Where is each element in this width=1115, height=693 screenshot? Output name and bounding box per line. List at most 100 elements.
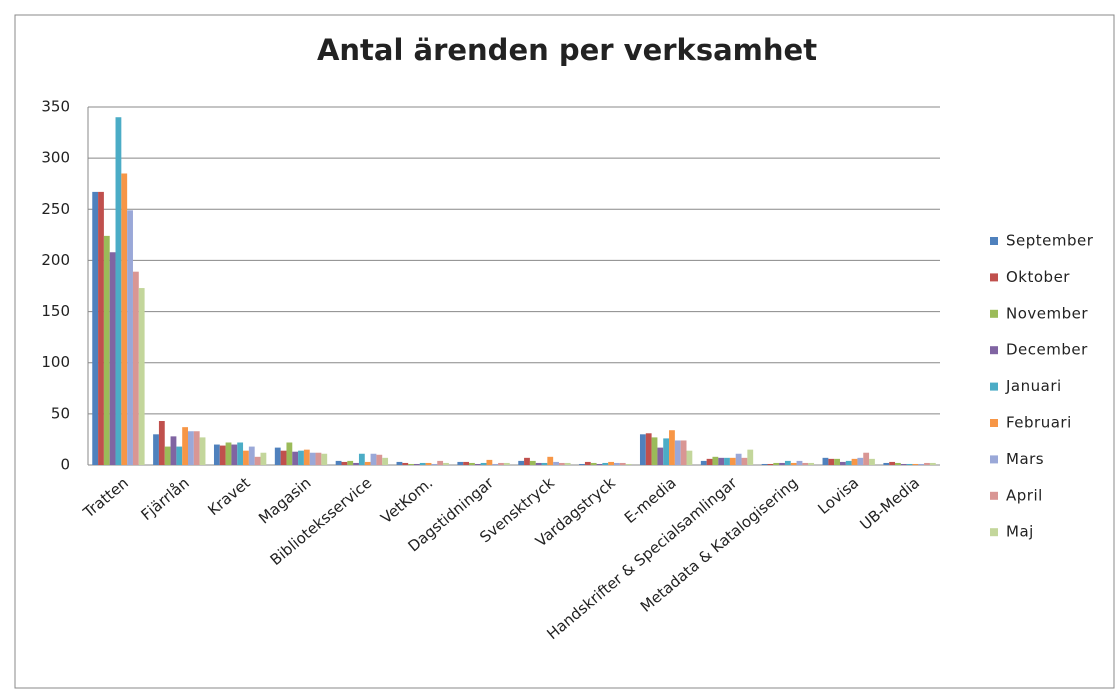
chart-frame [14, 14, 1115, 689]
bar [718, 457, 725, 465]
bar [292, 451, 299, 465]
legend-label: September [1006, 232, 1094, 250]
bar [469, 462, 475, 465]
bar [839, 461, 846, 465]
legend-swatch [990, 455, 998, 464]
bar [590, 462, 597, 465]
bar [808, 462, 815, 465]
legend-swatch [990, 309, 998, 318]
bar [193, 431, 200, 465]
legend-label: December [1006, 341, 1088, 359]
bar [869, 458, 875, 465]
legend-swatch [990, 382, 998, 391]
bar [170, 436, 177, 465]
legend-swatch [990, 491, 998, 500]
bar [402, 462, 409, 465]
bar [547, 456, 554, 465]
bar [248, 446, 255, 465]
bar [358, 453, 365, 465]
legend-label: Mars [1006, 450, 1044, 468]
bar [729, 457, 736, 465]
bar [895, 462, 901, 465]
bar [625, 463, 632, 465]
bar [474, 463, 481, 465]
bar [929, 462, 936, 465]
bar [796, 460, 803, 465]
bar [889, 461, 896, 465]
bar [863, 452, 870, 465]
bar [298, 450, 304, 465]
bar [437, 460, 444, 465]
bar [639, 434, 646, 465]
bar [219, 445, 226, 465]
legend-swatch [990, 346, 998, 355]
bar [498, 462, 504, 465]
bar [315, 452, 322, 465]
bar [225, 442, 232, 465]
bar [92, 191, 99, 465]
bar [608, 461, 615, 465]
bar [579, 463, 585, 465]
bar [883, 462, 890, 465]
legend-label: April [1006, 486, 1043, 504]
bar [773, 462, 780, 465]
bar [924, 462, 930, 465]
bar [657, 447, 664, 465]
bar [486, 459, 493, 465]
bar [492, 463, 499, 465]
bar [425, 462, 432, 465]
chart-title: Antal ärenden per verksamhet [317, 33, 817, 67]
bar [503, 462, 510, 465]
bar [906, 463, 913, 465]
bar [535, 462, 542, 465]
bar [834, 458, 840, 465]
bar [518, 460, 525, 465]
bar [529, 460, 536, 465]
bar [431, 463, 438, 465]
bar [370, 453, 377, 465]
bar [396, 461, 403, 465]
bar [309, 452, 316, 465]
legend-label: Oktober [1006, 268, 1070, 286]
bar [182, 427, 189, 465]
bar [584, 461, 591, 465]
bar [680, 440, 687, 465]
bar [767, 463, 774, 465]
bar [912, 463, 919, 465]
bar [103, 235, 110, 465]
legend-swatch [990, 237, 998, 245]
bar [231, 444, 238, 465]
bar [596, 463, 603, 465]
bar [274, 447, 281, 465]
bar [564, 462, 571, 465]
legend-label: Maj [1006, 523, 1034, 541]
bar [286, 442, 293, 465]
bar [918, 463, 925, 465]
bar [706, 458, 713, 465]
bar [138, 288, 145, 465]
bar [213, 444, 220, 465]
bar [457, 461, 464, 465]
legend-swatch [990, 273, 998, 282]
bar [857, 457, 864, 465]
bar [851, 458, 858, 465]
bar [260, 452, 267, 465]
bar [341, 461, 348, 465]
bar [558, 462, 565, 465]
bar [280, 450, 287, 465]
y-tick-label: 200 [41, 251, 70, 269]
bar [109, 252, 116, 465]
bar [413, 463, 420, 465]
bar [541, 462, 548, 465]
bar [790, 462, 797, 465]
legend-label: Januari [1005, 377, 1062, 395]
bar [176, 446, 183, 465]
bar [98, 191, 104, 465]
legend-swatch [990, 528, 998, 537]
bar [188, 431, 194, 465]
bar [900, 463, 907, 465]
bar [153, 434, 159, 465]
bar [602, 462, 609, 465]
bar [524, 457, 530, 465]
bar [614, 462, 620, 465]
